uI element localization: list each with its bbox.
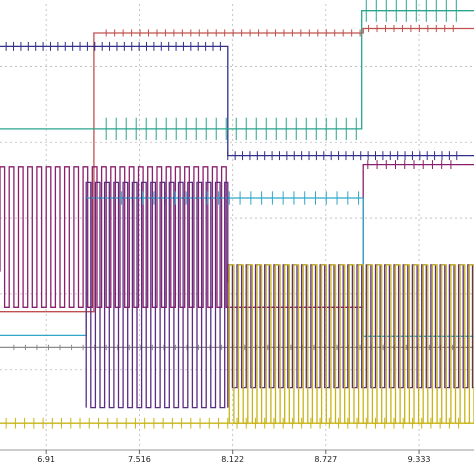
x-tick-label: 8.122 [221,455,244,464]
series-0-red [0,24,474,313]
series-7-purple [85,181,229,409]
series-line [0,10,474,130]
x-tick-label: 8.727 [314,455,337,464]
x-axis: 6.91 7.516 8.122 8.727 9.333 [0,449,474,464]
series-1-navy [0,41,474,161]
series-line [228,264,474,424]
series-line [0,27,474,313]
series-line [0,166,228,308]
x-tick-label: 6.91 [37,455,55,464]
x-tick-label: 9.333 [408,455,431,464]
series-line [85,181,229,409]
series-3-magenta [0,166,228,308]
series-line [0,45,474,157]
series-layer [0,0,474,429]
series-10-olive [228,264,474,424]
x-tick-label: 7.516 [128,455,151,464]
series-2-teal [0,0,474,141]
